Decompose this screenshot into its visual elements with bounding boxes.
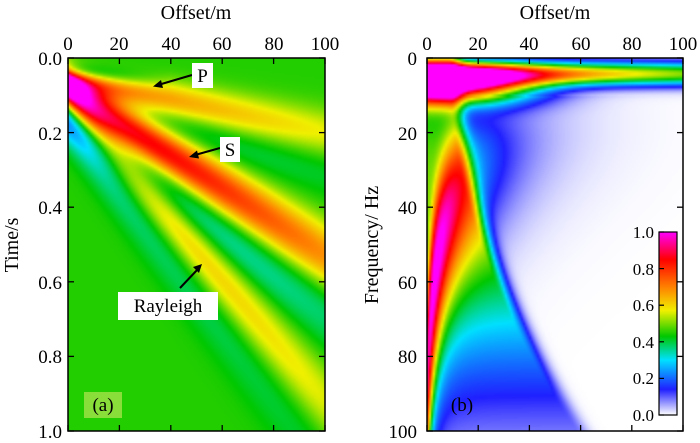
colorbar-ticks [659,231,664,416]
panel-a-y-tick-label: 0.2 [38,124,62,145]
colorbar-tick-label: 0.4 [633,333,655,352]
panel-a-y-tick-label: 1.0 [38,422,62,443]
panel-b-x-tick-label: 20 [469,34,488,55]
panel-b-y-axis-title: Frequency/ Hz [361,186,383,304]
annotation-rayleigh-label-box [118,292,218,320]
annotation-p-arrow [157,74,193,86]
panel-b-heatmap [427,58,683,431]
panel-b-x-tick-label: 100 [669,34,698,55]
panel-a-y-tick-label: 0.4 [38,198,62,219]
annotation-s-label-box [220,137,240,162]
panel-a: Offset/m 0 20 40 60 80 100 0.0 0.2 0.4 0… [1,2,339,443]
panel-b-plot-frame [426,57,684,432]
panel-b-y-tick-label: 0 [408,49,418,70]
colorbar-tick-label: 0.2 [633,369,654,388]
panel-b-x-tick-label: 80 [623,34,642,55]
colorbar-tick-label: 0.0 [633,406,654,425]
panel-b-x-tick-labels: 0 20 40 60 80 100 [422,34,697,55]
annotation-p-arrowhead [153,80,163,88]
annotation-s-arrow [194,147,221,156]
colorbar-tick-label: 0.8 [633,260,654,279]
panel-b-y-tick-label: 80 [398,347,417,368]
panel-a-x-tick-label: 40 [162,34,181,55]
panel-a-x-tick-label: 60 [213,34,232,55]
panel-a-x-tick-labels: 0 20 40 60 80 100 [63,34,339,55]
panel-b-y-tick-label: 20 [398,124,417,145]
panel-b-y-tick-label: 40 [398,198,417,219]
panel-a-plot-frame [67,57,326,432]
annotation-s: S [189,137,240,162]
panel-a-tag-box [84,392,122,418]
annotation-p-label: P [197,66,208,87]
annotation-s-arrowhead [189,150,199,159]
panel-a-y-tick-labels: 0.0 0.2 0.4 0.6 0.8 1.0 [38,49,62,443]
panel-b-x-tick-label: 40 [520,34,539,55]
annotation-s-label: S [225,140,236,161]
annotation-p-label-box [192,63,213,88]
panel-b-tag: (b) [451,395,473,416]
panel-a-tag: (a) [92,395,113,416]
panel-b-y-tick-label: 100 [389,422,418,443]
panel-a-x-axis-title: Offset/m [161,2,232,24]
panel-a-y-tick-label: 0.0 [38,49,62,70]
annotation-rayleigh: Rayleigh [118,264,218,320]
colorbar-tick-label: 1.0 [633,223,654,242]
panel-b-y-tick-label: 60 [398,273,417,294]
annotation-rayleigh-arrowhead [193,264,202,273]
annotation-p: P [153,63,213,88]
colorbar-gradient [658,231,678,416]
annotation-rayleigh-label: Rayleigh [134,296,203,317]
panel-b-y-tick-labels: 0 20 40 60 80 100 [389,49,418,443]
panel-a-tick-marks [67,57,326,432]
panel-b-x-axis-title: Offset/m [520,2,591,24]
colorbar: 0.0 0.2 0.4 0.6 0.8 1.0 [633,223,678,425]
panel-a-x-tick-label: 100 [311,34,340,55]
panel-b-tick-marks [426,57,684,432]
panel-b: Offset/m 0 20 40 60 80 100 0 20 40 60 80… [361,2,697,443]
panel-a-x-tick-label: 80 [265,34,284,55]
panel-b-x-tick-label: 0 [422,34,432,55]
panel-a-y-tick-label: 0.6 [38,273,62,294]
colorbar-tick-label: 0.6 [633,296,654,315]
panel-a-x-tick-label: 0 [63,34,73,55]
panel-b-x-tick-label: 60 [572,34,591,55]
annotation-rayleigh-arrow [179,268,199,289]
panel-a-y-tick-label: 0.8 [38,347,62,368]
panel-a-heatmap [68,58,325,431]
panel-a-y-axis-title: Time/s [1,217,23,272]
panel-a-x-tick-label: 20 [110,34,129,55]
